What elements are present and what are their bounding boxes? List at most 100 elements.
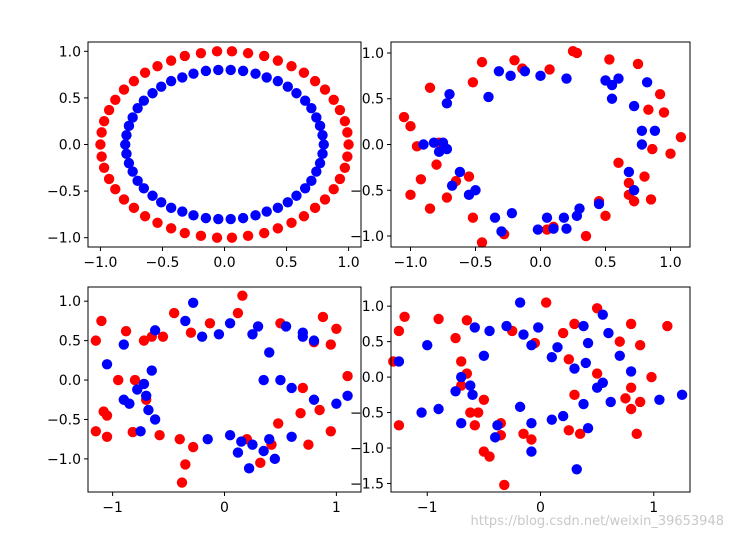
- data-point: [275, 374, 286, 386]
- data-point: [623, 177, 635, 189]
- data-point: [614, 336, 625, 347]
- data-point: [625, 382, 637, 393]
- data-point: [224, 430, 236, 441]
- y-tick-label: 0.0: [362, 138, 384, 154]
- data-point: [424, 203, 436, 214]
- data-point: [591, 368, 603, 379]
- data-point: [211, 46, 223, 57]
- data-point: [546, 414, 558, 425]
- data-point: [286, 61, 297, 72]
- data-point: [309, 75, 321, 87]
- data-point: [431, 159, 442, 170]
- data-point: [282, 81, 293, 92]
- data-point: [187, 441, 199, 453]
- data-point: [456, 356, 467, 367]
- data-point: [110, 184, 121, 195]
- data-point: [331, 323, 342, 334]
- data-point: [269, 453, 281, 465]
- series-2: [120, 64, 329, 225]
- data-point: [90, 335, 102, 346]
- data-point: [123, 120, 135, 132]
- x-tick-label: 1.0: [337, 255, 359, 271]
- data-point: [118, 84, 130, 95]
- data-point: [127, 112, 138, 123]
- data-point: [478, 350, 490, 362]
- data-point: [393, 356, 405, 367]
- data-point: [264, 433, 275, 445]
- data-point: [580, 230, 592, 242]
- data-point: [103, 173, 115, 185]
- data-point: [540, 297, 552, 308]
- series-2: [393, 297, 688, 475]
- data-point: [569, 318, 580, 330]
- data-point: [646, 371, 657, 383]
- data-point: [317, 311, 329, 323]
- data-point: [259, 227, 270, 239]
- data-point: [405, 120, 416, 132]
- data-point: [286, 382, 297, 394]
- data-point: [422, 339, 433, 351]
- data-point: [128, 202, 140, 214]
- data-point: [250, 68, 261, 79]
- data-point: [473, 407, 484, 418]
- data-point: [297, 331, 309, 342]
- data-point: [450, 332, 461, 344]
- data-point: [282, 197, 293, 208]
- data-point: [467, 212, 479, 223]
- data-point: [168, 307, 180, 319]
- data-point: [393, 325, 405, 337]
- data-point: [450, 386, 461, 397]
- data-point: [456, 371, 467, 383]
- data-point: [519, 66, 531, 77]
- watermark: https://blog.csdn.net/weixin_39653948: [470, 514, 724, 529]
- series-1: [388, 297, 673, 491]
- data-point: [299, 183, 311, 194]
- x-tick-label: −0.5: [459, 255, 493, 271]
- data-point: [139, 67, 151, 78]
- data-point: [261, 206, 272, 217]
- data-point: [272, 202, 284, 214]
- data-point: [297, 382, 309, 394]
- data-point: [328, 184, 339, 195]
- data-point: [544, 64, 555, 75]
- y-tick-label: −1.0: [47, 452, 81, 468]
- data-point: [317, 148, 328, 160]
- data-point: [120, 325, 132, 337]
- data-point: [272, 55, 284, 66]
- x-tick-label: −0.5: [145, 255, 179, 271]
- data-point: [561, 73, 572, 84]
- data-point: [398, 111, 410, 123]
- data-point: [226, 232, 238, 243]
- data-point: [561, 223, 572, 234]
- data-point: [135, 426, 146, 437]
- data-point: [295, 407, 306, 419]
- data-point: [103, 104, 115, 116]
- data-point: [441, 192, 453, 203]
- data-point: [311, 166, 322, 177]
- data-point: [156, 81, 167, 92]
- data-point: [179, 227, 190, 239]
- data-point: [138, 183, 150, 194]
- data-point: [195, 230, 207, 242]
- data-point: [654, 394, 665, 405]
- data-point: [187, 297, 199, 308]
- x-tick-label: 1: [649, 500, 658, 516]
- data-point: [319, 84, 331, 95]
- data-point: [634, 396, 646, 408]
- data-point: [272, 223, 284, 234]
- data-point: [129, 374, 141, 386]
- data-point: [328, 94, 339, 105]
- data-point: [467, 389, 478, 401]
- data-point: [582, 337, 594, 349]
- data-point: [489, 212, 501, 223]
- data-point: [578, 398, 589, 410]
- data-point: [636, 139, 648, 150]
- data-point: [298, 67, 310, 78]
- data-point: [132, 102, 143, 114]
- data-point: [493, 66, 505, 77]
- data-point: [676, 389, 688, 401]
- data-point: [478, 394, 490, 405]
- data-point: [306, 102, 317, 114]
- y-tick-label: 0.0: [362, 370, 384, 386]
